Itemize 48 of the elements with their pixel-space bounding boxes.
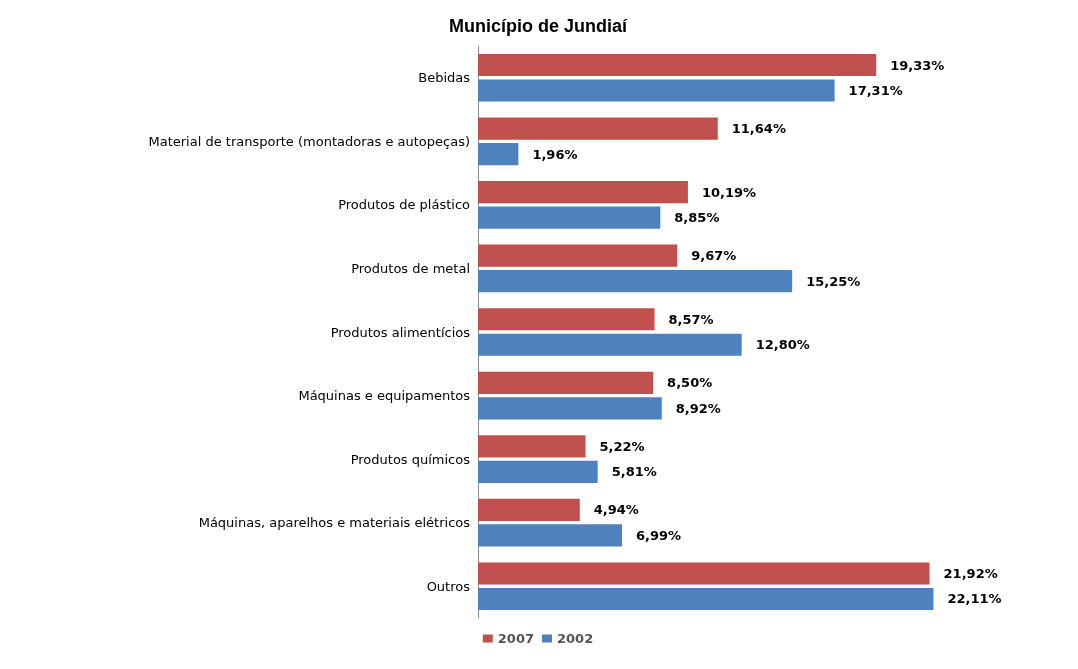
y-tick-label: Produtos químicos	[350, 451, 471, 467]
bar	[478, 181, 688, 204]
bar	[478, 244, 678, 267]
y-tick-label: Bebidas	[418, 70, 471, 86]
bar	[478, 371, 654, 394]
data-label: 4,94%	[593, 502, 639, 518]
y-tick-label: Produtos de metal	[351, 260, 470, 276]
data-label: 8,50%	[667, 375, 713, 391]
data-label: 9,67%	[691, 248, 737, 264]
data-label: 5,22%	[599, 438, 645, 454]
bar	[478, 498, 580, 521]
data-label: 21,92%	[943, 565, 998, 581]
data-label: 22,11%	[947, 591, 1002, 607]
bar	[478, 587, 934, 611]
y-tick-label: Produtos de plástico	[338, 197, 471, 213]
data-label: 8,57%	[668, 311, 714, 327]
bar	[478, 333, 742, 356]
legend-label: 2007	[497, 631, 535, 646]
chart-title: Município de Jundiaí	[448, 16, 628, 36]
bar	[478, 524, 622, 547]
data-label: 15,25%	[806, 273, 861, 289]
bar	[478, 79, 835, 102]
data-label: 10,19%	[701, 184, 757, 200]
bar	[478, 562, 930, 585]
bar	[478, 308, 655, 331]
bar	[478, 206, 661, 229]
bar	[478, 397, 662, 420]
y-tick-label: Máquinas, aparelhos e materiais elétricos	[198, 515, 471, 531]
bar	[478, 435, 586, 458]
y-tick-label: Outros	[426, 578, 471, 594]
data-label: 11,64%	[731, 121, 786, 137]
bar	[478, 460, 598, 483]
bar	[478, 143, 519, 166]
data-label: 17,31%	[848, 83, 903, 99]
data-label: 12,80%	[755, 337, 810, 353]
data-label: 8,85%	[674, 210, 720, 226]
data-label: 8,92%	[675, 400, 721, 416]
data-label: 5,81%	[611, 464, 657, 480]
y-tick-label: Produtos alimentícios	[330, 324, 471, 340]
y-tick-label: Material de transporte (montadoras e autopeças)	[148, 133, 470, 149]
y-tick-label: Máquinas e equipamentos	[298, 388, 471, 404]
data-label: 19,33%	[890, 57, 945, 73]
bar	[478, 270, 793, 293]
bar	[478, 117, 718, 140]
bar	[478, 53, 877, 77]
data-label: 6,99%	[635, 527, 682, 543]
legend-label: 2002	[557, 631, 594, 646]
data-label: 1,96%	[532, 146, 578, 162]
